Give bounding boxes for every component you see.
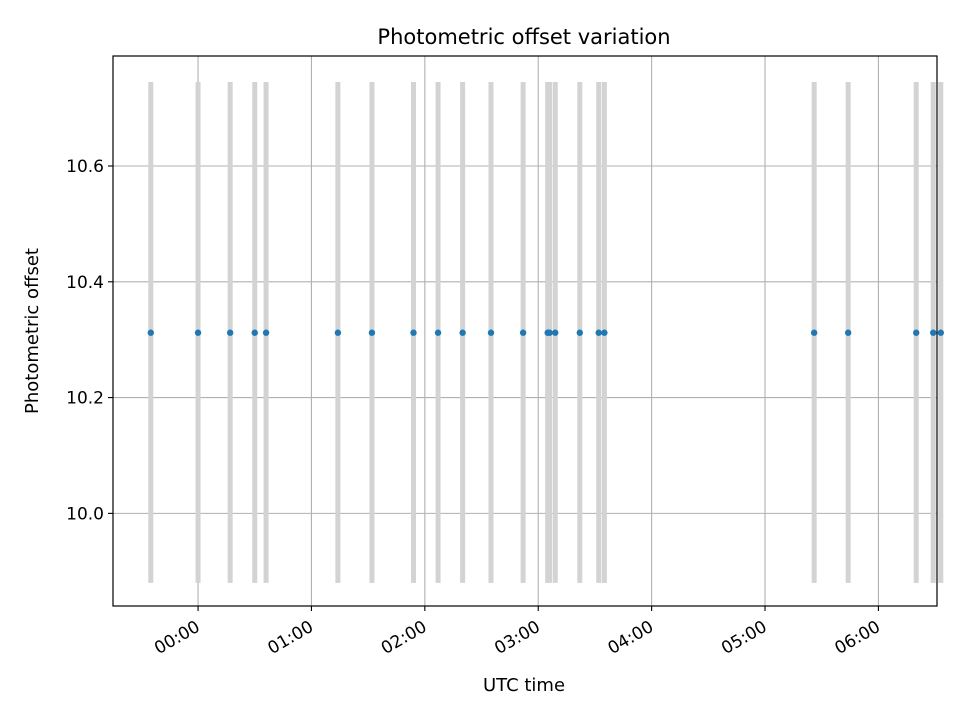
data-point [434,329,442,336]
data-point [552,329,559,336]
y-axis-title: Photometric offset [22,248,43,414]
chart-title: Photometric offset variation [377,25,670,49]
y-axis: 10.0 10.2 10.4 10.6 [66,157,113,524]
data-point [459,329,466,336]
data-point [595,329,602,336]
x-axis-title: UTC time [483,675,565,696]
data-point [930,329,937,336]
data-point [546,329,553,336]
data-point [937,329,944,336]
data-point [262,329,270,336]
plot-frame [112,55,938,607]
data-point [194,329,202,336]
data-points [147,329,944,336]
data-point [368,329,376,336]
data-point [519,329,527,336]
data-point [601,329,608,336]
y-tick-label: 10.2 [66,389,104,409]
data-point [147,329,154,336]
y-tick-label: 10.6 [66,157,104,177]
data-point [576,329,584,336]
data-point [334,329,342,336]
data-point [251,329,258,336]
data-point [226,329,234,336]
data-point [810,329,818,336]
y-tick-label: 10.4 [66,273,104,293]
data-point [410,329,417,336]
data-point [487,329,495,336]
y-tick-label: 10.0 [66,504,104,524]
data-point [844,329,852,336]
data-point [913,329,920,336]
